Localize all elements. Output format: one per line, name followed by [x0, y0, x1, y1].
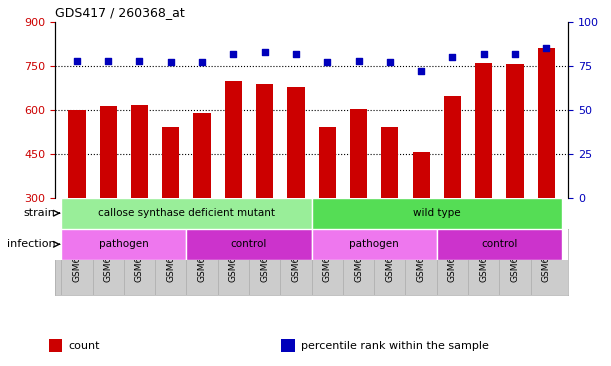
Bar [61, 229, 186, 260]
Text: GSM6583: GSM6583 [260, 239, 269, 282]
Bar [437, 229, 562, 260]
Point [447, 54, 457, 60]
Text: infection: infection [7, 239, 56, 249]
Text: GSM6576: GSM6576 [417, 239, 426, 282]
Text: callose synthase deficient mutant: callose synthase deficient mutant [98, 208, 275, 218]
Bar [312, 229, 437, 260]
Point [134, 58, 144, 64]
Point [229, 51, 238, 56]
Text: GSM6544: GSM6544 [479, 239, 488, 282]
Bar [131, 105, 148, 198]
Text: GSM6573: GSM6573 [323, 239, 332, 282]
Point [541, 45, 551, 51]
Text: GSM6227: GSM6227 [448, 239, 457, 282]
Text: GSM6579: GSM6579 [135, 239, 144, 282]
Point [166, 59, 176, 65]
Point [354, 58, 364, 64]
Text: wild type: wild type [413, 208, 461, 218]
Bar [68, 110, 86, 198]
Text: pathogen: pathogen [349, 239, 399, 249]
Bar [444, 96, 461, 198]
Point [260, 49, 269, 55]
Text: percentile rank within the sample: percentile rank within the sample [301, 341, 488, 351]
Bar [381, 127, 398, 198]
Bar [507, 64, 524, 198]
Bar [256, 84, 273, 198]
Point [510, 51, 520, 56]
Point [72, 58, 82, 64]
Point [479, 51, 489, 56]
Bar [225, 81, 242, 198]
Bar [186, 229, 312, 260]
Bar [350, 109, 367, 198]
Text: GSM6584: GSM6584 [291, 239, 301, 282]
Text: GSM6582: GSM6582 [229, 239, 238, 282]
Text: GSM6571: GSM6571 [511, 239, 519, 282]
Bar [61, 198, 312, 229]
Bar [100, 106, 117, 198]
Bar [319, 127, 336, 198]
Text: count: count [68, 341, 100, 351]
Text: GSM6580: GSM6580 [166, 239, 175, 282]
Text: GSM6581: GSM6581 [197, 239, 207, 282]
Text: strain: strain [24, 208, 56, 218]
Text: GSM6578: GSM6578 [104, 239, 112, 282]
Bar [287, 87, 304, 198]
Text: control: control [231, 239, 267, 249]
Point [103, 58, 113, 64]
Point [323, 59, 332, 65]
Bar [194, 113, 211, 198]
Text: GDS417 / 260368_at: GDS417 / 260368_at [55, 6, 185, 19]
Bar [162, 127, 180, 198]
Bar [281, 339, 295, 352]
Text: GSM6574: GSM6574 [354, 239, 363, 282]
Bar [538, 48, 555, 198]
Text: GSM6572: GSM6572 [542, 239, 551, 282]
Point [197, 59, 207, 65]
Bar [49, 339, 62, 352]
Text: GSM6577: GSM6577 [72, 239, 81, 282]
Bar [475, 63, 492, 198]
Text: control: control [481, 239, 518, 249]
Bar [412, 152, 430, 198]
Point [291, 51, 301, 56]
Point [385, 59, 395, 65]
Bar [312, 198, 562, 229]
Point [416, 68, 426, 74]
Text: GSM6575: GSM6575 [386, 239, 394, 282]
Text: pathogen: pathogen [99, 239, 148, 249]
